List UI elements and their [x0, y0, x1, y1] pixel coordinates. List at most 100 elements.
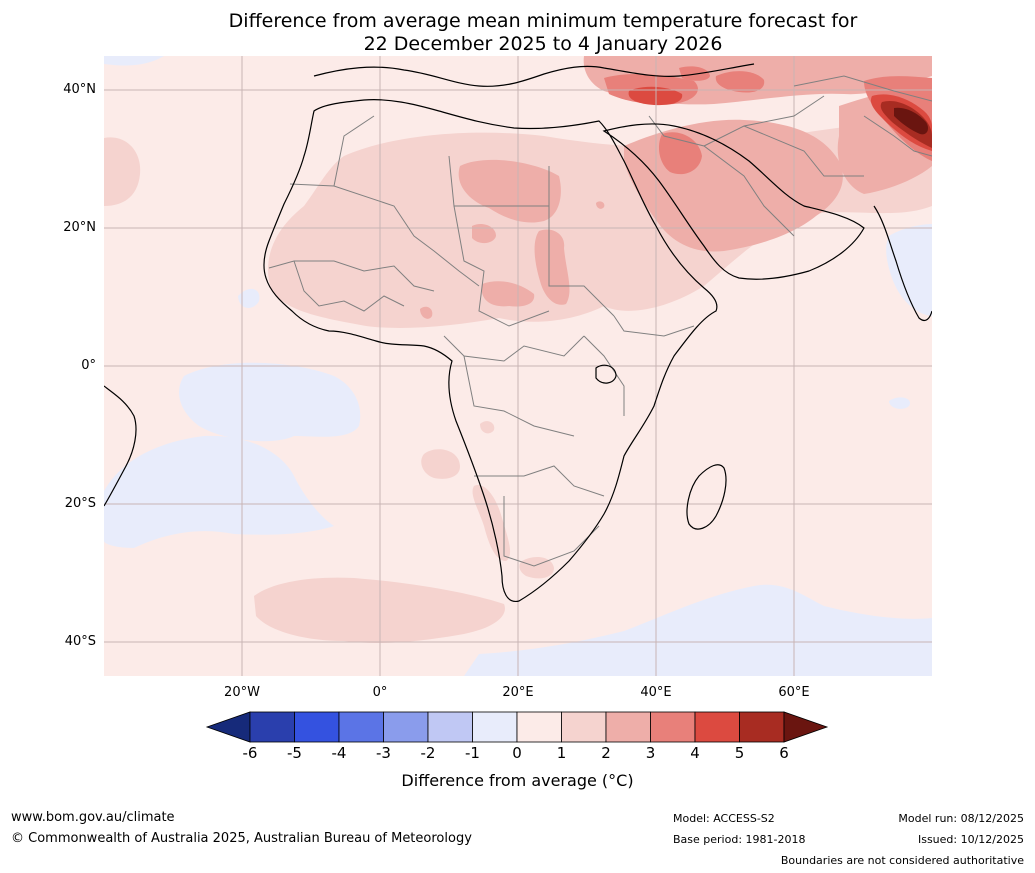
lat-label-40n: 40°N: [63, 82, 96, 97]
border-central-africa: [463, 355, 575, 437]
colorbar-segment: [694, 711, 740, 743]
coast-lake-victoria: [595, 364, 617, 384]
copyright-text: © Commonwealth of Australia 2025, Austra…: [11, 831, 472, 846]
warm-region-south-atlantic-band: [254, 577, 505, 644]
warm-region-southern-africa: [421, 449, 460, 479]
warm-region-ethiopia-dot: [596, 201, 605, 209]
lon-label-20w: 20°W: [224, 685, 260, 700]
colorbar-segment: [383, 711, 429, 743]
border-afghanistan: [863, 115, 932, 157]
coast-brazil: [104, 385, 137, 507]
graticule: [104, 56, 932, 676]
coast-africa: [263, 99, 718, 602]
cool-region-south-atlantic: [104, 435, 334, 548]
warm-anomaly-regions-above-6: [894, 107, 928, 135]
coast-india: [873, 205, 932, 322]
cool-region-arabian-sea: [886, 224, 932, 316]
colorbar-segment: [561, 711, 607, 743]
colorbar-segment: [650, 711, 696, 743]
colorbar-tick-label: 2: [601, 744, 611, 762]
colorbar-segment: [249, 711, 295, 743]
border-central-asia: [793, 75, 932, 102]
warm-region-angola: [480, 421, 495, 434]
lat-label-0: 0°: [81, 358, 96, 373]
colorbar-tick-label: 3: [645, 744, 656, 762]
colorbar-segment: [516, 711, 562, 743]
cool-region-north-atlantic: [104, 56, 164, 66]
colorbar-label: Difference from average (°C): [401, 771, 634, 790]
colorbar-segment: [605, 711, 651, 743]
website-text: www.bom.gov.au/climate: [11, 810, 175, 825]
warm-region-egypt-libya: [458, 159, 561, 223]
model-run-text: Model run: 08/12/2025: [898, 812, 1024, 825]
border-sudan: [548, 206, 615, 317]
cool-region-gulf-of-guinea: [179, 362, 361, 442]
coast-arabia: [602, 123, 865, 280]
warm-region-south-africa: [519, 556, 554, 579]
colorbar-segment: [739, 711, 785, 743]
map-canvas: [104, 56, 932, 676]
lat-label-20n: 20°N: [63, 220, 96, 235]
hot-region-caucasus: [715, 71, 765, 93]
colorbar-tick-label: -1: [465, 744, 480, 762]
border-congo-basin: [443, 335, 585, 362]
border-east-africa: [583, 335, 625, 416]
colorbar-segment: [338, 711, 384, 743]
border-arabia-2: [703, 95, 825, 147]
lon-label-0: 0°: [372, 685, 388, 700]
peak-region-central-asia: [894, 107, 928, 135]
lat-label-40s: 40°S: [64, 634, 96, 649]
coast-madagascar: [686, 464, 727, 530]
colorbar-segment: [472, 711, 518, 743]
colorbar: [205, 710, 830, 744]
coastlines: [104, 63, 932, 602]
lat-label-20s: 20°S: [64, 496, 96, 511]
title-line-1: Difference from average mean minimum tem…: [228, 10, 858, 32]
hot-region-black-sea: [679, 66, 710, 81]
colorbar-tick-label: 1: [556, 744, 567, 762]
warm-region-chad: [472, 224, 496, 244]
cool-region-indian-ocean: [464, 584, 932, 676]
colorbar-tick-label: 5: [734, 744, 745, 762]
cool-region-madagascar-east: [889, 397, 910, 409]
colorbar-extension-low: [205, 711, 251, 743]
colorbar-tick-label: 6: [779, 744, 789, 762]
forecast-map: [104, 56, 932, 676]
colorbar-tick-label: -3: [376, 744, 391, 762]
base-period-text: Base period: 1981-2018: [673, 833, 806, 846]
warm-region-west-atlantic: [104, 137, 141, 206]
country-borders: [268, 75, 932, 567]
colorbar-tick-label: -4: [331, 744, 347, 762]
lon-label-40e: 40°E: [640, 685, 672, 700]
border-iran: [743, 125, 864, 177]
very-hot-region-anatolia: [628, 86, 683, 106]
title-line-2: 22 December 2025 to 4 January 2026: [363, 33, 723, 55]
cool-region-arabian-sea-west: [238, 288, 260, 308]
colorbar-tick-label: 4: [690, 744, 700, 762]
warm-region-pakistan: [843, 154, 876, 179]
disclaimer-text: Boundaries are not considered authoritat…: [780, 854, 1024, 867]
chart-title: Difference from average mean minimum tem…: [104, 10, 982, 56]
colorbar-segment: [294, 711, 340, 743]
border-horn-of-africa: [613, 315, 695, 337]
colorbar-svg: [205, 711, 829, 743]
border-chad: [453, 205, 550, 327]
border-arabia-1: [648, 115, 795, 237]
issued-text: Issued: 10/12/2025: [917, 833, 1024, 846]
border-southern-africa-2: [503, 496, 600, 567]
cool-anomaly-regions: [104, 56, 932, 676]
border-southern-africa-1: [474, 465, 605, 497]
colorbar-segment: [427, 711, 473, 743]
lon-label-20e: 20°E: [502, 685, 534, 700]
coast-europe: [313, 63, 755, 87]
colorbar-tick-label: 0: [512, 744, 522, 762]
warm-region-west-sahel: [481, 281, 535, 307]
border-maghreb: [333, 115, 375, 187]
border-west-africa: [293, 260, 405, 312]
model-text: Model: ACCESS-S2: [673, 812, 775, 825]
warm-region-cameroon: [420, 306, 433, 319]
colorbar-tick-label: -2: [420, 744, 436, 762]
colorbar-tick-label: -6: [242, 744, 258, 762]
lon-label-60e: 60°E: [778, 685, 810, 700]
colorbar-tick-label: -5: [287, 744, 302, 762]
